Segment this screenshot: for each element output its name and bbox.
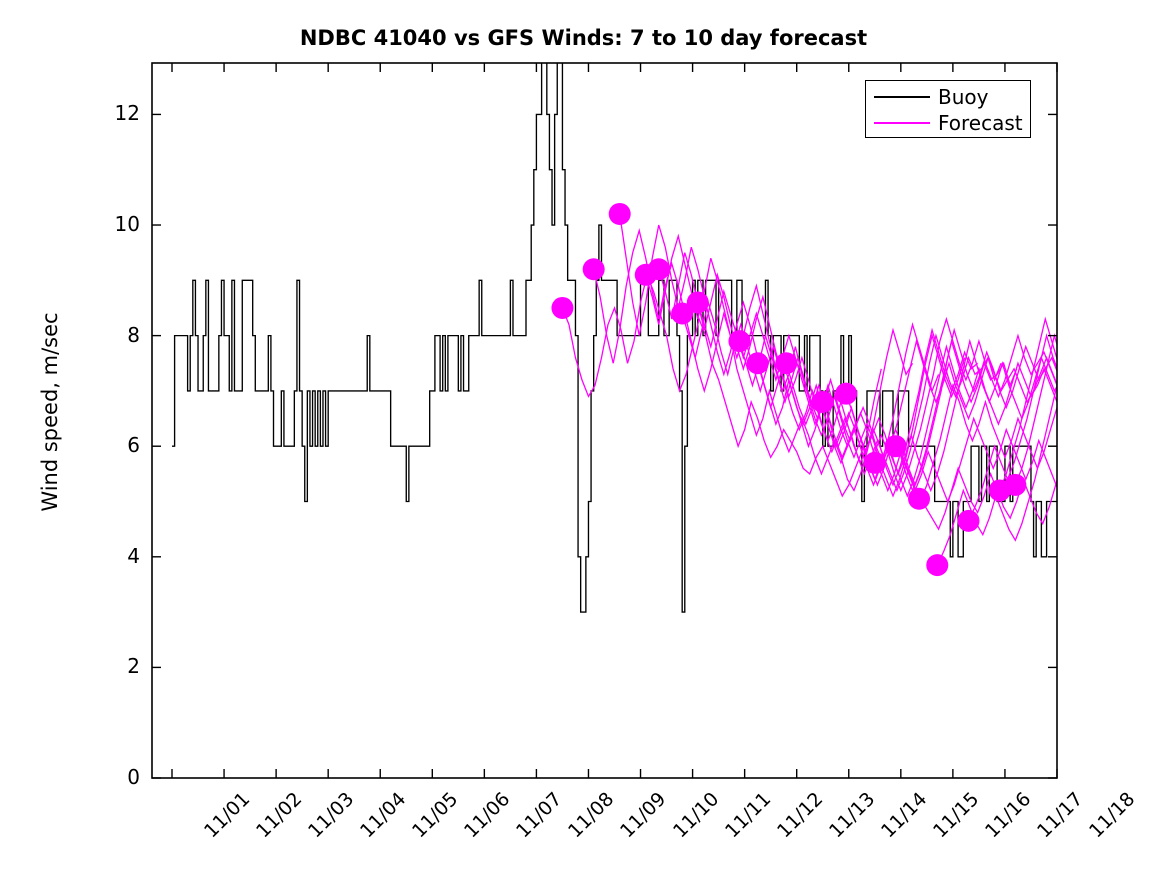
forecast-run-12 [874,383,1057,504]
forecast-marker-6 [686,291,709,314]
forecast-marker-0 [551,296,574,319]
legend: Buoy Forecast [865,80,1031,138]
forecast-marker-13 [884,435,907,458]
forecast-run-0 [561,272,882,498]
forecast-run-1 [593,228,914,492]
forecast-run-11 [845,338,1057,493]
forecast-run-15 [936,382,1057,566]
forecast-marker-8 [746,352,769,375]
y-tick-label: 0 [127,765,140,789]
forecast-run-8 [757,316,1057,493]
plot-background [152,63,1057,778]
forecast-marker-15 [926,554,949,577]
axis-frame [151,62,1058,779]
forecast-run-10 [822,344,1057,498]
y-tick-label: 2 [127,654,140,679]
forecast-run-16 [967,333,1057,522]
y-tick-label: 8 [127,322,140,347]
forecast-marker-2 [608,202,631,225]
forecast-marker-12 [863,451,886,474]
y-tick-label: 12 [114,101,140,126]
page-title: NDBC 41040 vs GFS Winds: 7 to 10 day for… [299,26,868,50]
legend-swatch-forecast [874,122,930,124]
buoy-line [172,63,1057,613]
series-layer [172,63,1057,613]
forecast-marker-7 [728,330,751,353]
y-tick-label: 10 [114,212,140,237]
forecast-marker-18 [1004,473,1027,496]
forecast-marker-11 [835,382,858,405]
legend-label-forecast: Forecast [938,111,1023,135]
forecast-marker-9 [775,352,798,375]
y-tick-label: 4 [127,543,140,568]
forecast-run-9 [785,338,1057,487]
y-tick-label: 6 [127,433,140,458]
forecast-run-14 [918,466,1057,531]
forecast-marker-4 [647,258,670,281]
legend-label-buoy: Buoy [938,85,989,109]
forecast-marker-1 [582,258,605,281]
tick-marks [152,63,1058,779]
legend-swatch-buoy [874,96,930,98]
forecast-marker-5 [671,302,694,325]
forecast-marker-14 [908,487,931,510]
forecast-marker-10 [811,390,834,413]
forecast-marker-16 [957,509,980,532]
